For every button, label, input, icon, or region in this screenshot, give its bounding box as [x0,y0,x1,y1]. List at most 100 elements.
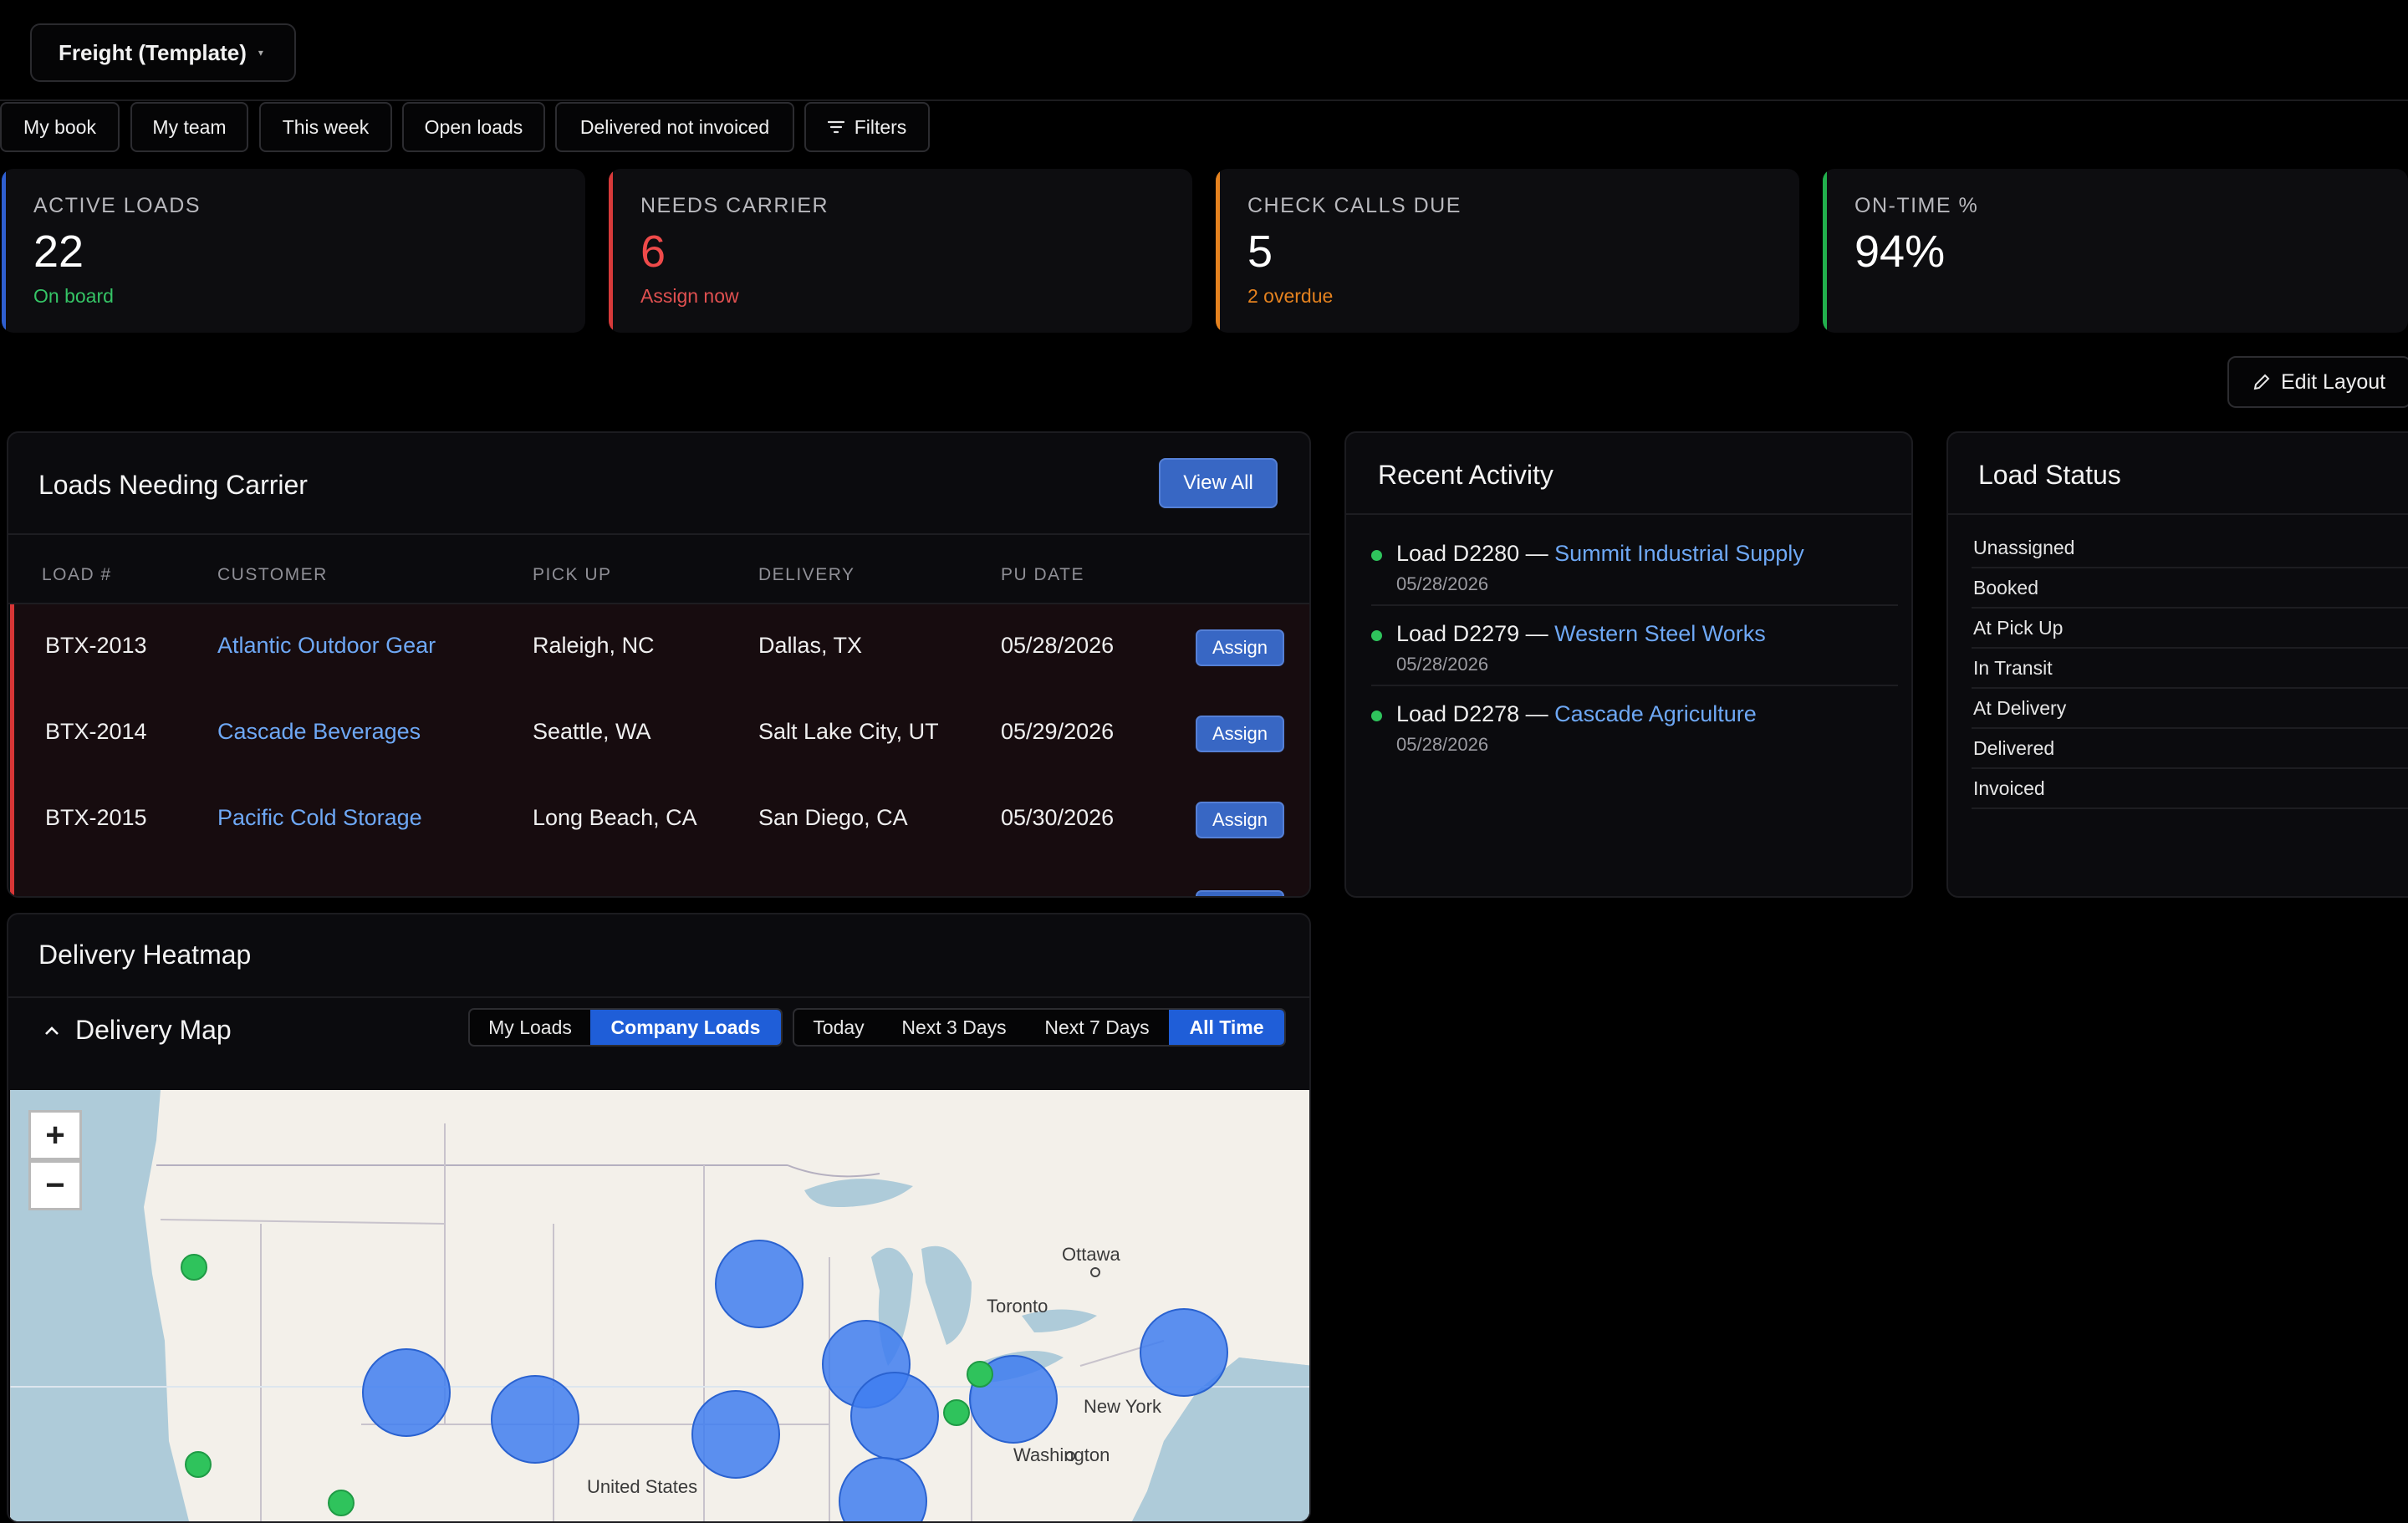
kpi-accent [609,169,613,333]
delivery-map[interactable]: + − Ottawa Toronto New York Washington U… [10,1090,1311,1523]
status-row-at-delivery[interactable]: At Delivery [1972,689,2408,729]
column-header-customer[interactable]: CUSTOMER [217,565,328,584]
view-all-button[interactable]: View All [1159,458,1278,508]
map-label-united-states: United States [587,1476,698,1497]
kpi-sub: On board [33,285,114,307]
status-row-unassigned[interactable]: Unassigned [1972,528,2408,568]
delivery-location: San Diego, CA [758,805,908,830]
kpi-needs-carrier[interactable]: NEEDS CARRIER 6 Assign now [609,169,1192,333]
scope-toggle: My Loads Company Loads [468,1008,783,1047]
map-canvas[interactable] [10,1090,1311,1523]
edit-layout-button[interactable]: Edit Layout [2227,356,2408,408]
panel-divider [1346,513,1911,515]
edit-layout-label: Edit Layout [2281,369,2386,394]
kpi-value: 94% [1854,227,1946,277]
header-divider [0,99,2408,101]
status-row-delivered[interactable]: Delivered [1972,729,2408,769]
status-row-invoiced[interactable]: Invoiced 28 [1972,769,2408,809]
load-number: BTX-2013 [45,633,147,658]
panel-title: Loads Needing Carrier [38,470,308,500]
assign-button[interactable]: Assign [1196,802,1284,838]
filter-open-loads[interactable]: Open loads [402,102,545,152]
kpi-label: ACTIVE LOADS [33,194,201,217]
range-next-3-days[interactable]: Next 3 Days [901,1016,1007,1038]
status-row-in-transit[interactable]: In Transit [1972,649,2408,689]
kpi-label: NEEDS CARRIER [640,194,829,217]
kpi-accent [1823,169,1827,333]
delivery-map-toggle[interactable]: Delivery Map [43,1015,232,1046]
map-label-washington: Washington [1013,1444,1110,1465]
range-today[interactable]: Today [813,1016,865,1038]
activity-customer-link[interactable]: Cascade Agriculture [1554,701,1757,726]
load-status-panel: Load Status Unassigned Booked At Pick Up… [1946,431,2408,898]
scope-my-loads[interactable]: My Loads [488,1016,572,1038]
map-label-ottawa: Ottawa [1062,1244,1120,1265]
status-row-booked[interactable]: Booked [1972,568,2408,609]
filters-button[interactable]: Filters [804,102,930,152]
recent-activity-panel: Recent Activity Load D2280 — Summit Indu… [1344,431,1913,898]
table-header-divider [8,603,1309,604]
board-name: Freight (Template) [59,39,247,65]
map-label-toronto: Toronto [987,1296,1048,1317]
assign-button[interactable]: Assign [1196,716,1284,752]
kpi-value: 6 [640,227,666,277]
board-selector[interactable]: Freight (Template) ▾ [30,23,296,82]
kpi-on-time[interactable]: ON-TIME % 94% [1823,169,2408,333]
column-header-pickup[interactable]: PICK UP [533,565,612,584]
loads-needing-carrier-panel: Loads Needing Carrier View All LOAD # CU… [7,431,1311,898]
pu-date: 05/30/2026 [1001,805,1115,830]
kpi-label: CHECK CALLS DUE [1247,194,1462,217]
pu-date: 05/28/2026 [1001,633,1115,658]
zoom-in-button[interactable]: + [28,1110,82,1160]
filter-delivered-not-invoiced[interactable]: Delivered not invoiced [555,102,794,152]
kpi-check-calls-due[interactable]: CHECK CALLS DUE 5 2 overdue [1216,169,1799,333]
activity-customer-link[interactable]: Summit Industrial Supply [1554,541,1804,566]
status-label: Unassigned [1973,537,2075,558]
activity-customer-link[interactable]: Western Steel Works [1554,621,1766,646]
kpi-active-loads[interactable]: ACTIVE LOADS 22 On board [2,169,585,333]
customer-link[interactable]: Atlantic Outdoor Gear [217,633,436,658]
filter-my-team[interactable]: My team [130,102,248,152]
filter-this-week[interactable]: This week [259,102,392,152]
loads-table-body: BTX-2013 Atlantic Outdoor Gear Raleigh, … [10,604,1309,896]
status-label: At Pick Up [1973,617,2064,639]
pu-date: 05/29/2026 [1001,719,1115,744]
status-row-at-pick-up[interactable]: At Pick Up [1972,609,2408,649]
pickup-location: Seattle, WA [533,719,651,744]
filter-label: Filters [854,115,907,138]
filter-my-book[interactable]: My book [0,102,120,152]
assign-button[interactable]: Assign [1196,629,1284,666]
scope-company-loads[interactable]: Company Loads [590,1010,781,1045]
kpi-value: 22 [33,227,84,277]
column-header-pu-date[interactable]: PU DATE [1001,565,1084,584]
assign-button-partial[interactable] [1196,890,1284,896]
range-next-7-days[interactable]: Next 7 Days [1044,1016,1150,1038]
activity-item[interactable]: Load D2279 — Western Steel Works [1396,621,1766,647]
kpi-value: 5 [1247,227,1273,277]
customer-link[interactable]: Pacific Cold Storage [217,805,422,830]
activity-item[interactable]: Load D2278 — Cascade Agriculture [1396,701,1757,727]
panel-divider [8,533,1309,535]
panel-title: Delivery Heatmap [38,940,252,970]
filter-icon [827,120,844,134]
status-label: At Delivery [1973,697,2067,719]
status-label: Booked [1973,577,2039,599]
panel-divider [8,996,1309,998]
range-all-time[interactable]: All Time [1169,1010,1284,1045]
panel-title: Recent Activity [1378,460,1553,490]
activity-load: Load D2278 — [1396,701,1555,726]
activity-item[interactable]: Load D2280 — Summit Industrial Supply [1396,541,1804,567]
column-header-load[interactable]: LOAD # [42,565,112,584]
activity-date: 05/28/2026 [1396,734,1489,755]
column-header-delivery[interactable]: DELIVERY [758,565,855,584]
load-number: BTX-2015 [45,805,147,830]
zoom-out-button[interactable]: − [28,1160,82,1210]
pickup-location: Raleigh, NC [533,633,655,658]
customer-link[interactable]: Cascade Beverages [217,719,421,744]
map-title: Delivery Map [75,1015,232,1045]
status-dot-icon [1371,711,1382,721]
filter-label: My team [152,115,227,138]
kpi-sub: 2 overdue [1247,285,1334,307]
kpi-label: ON-TIME % [1854,194,1979,217]
kpi-accent [1216,169,1220,333]
